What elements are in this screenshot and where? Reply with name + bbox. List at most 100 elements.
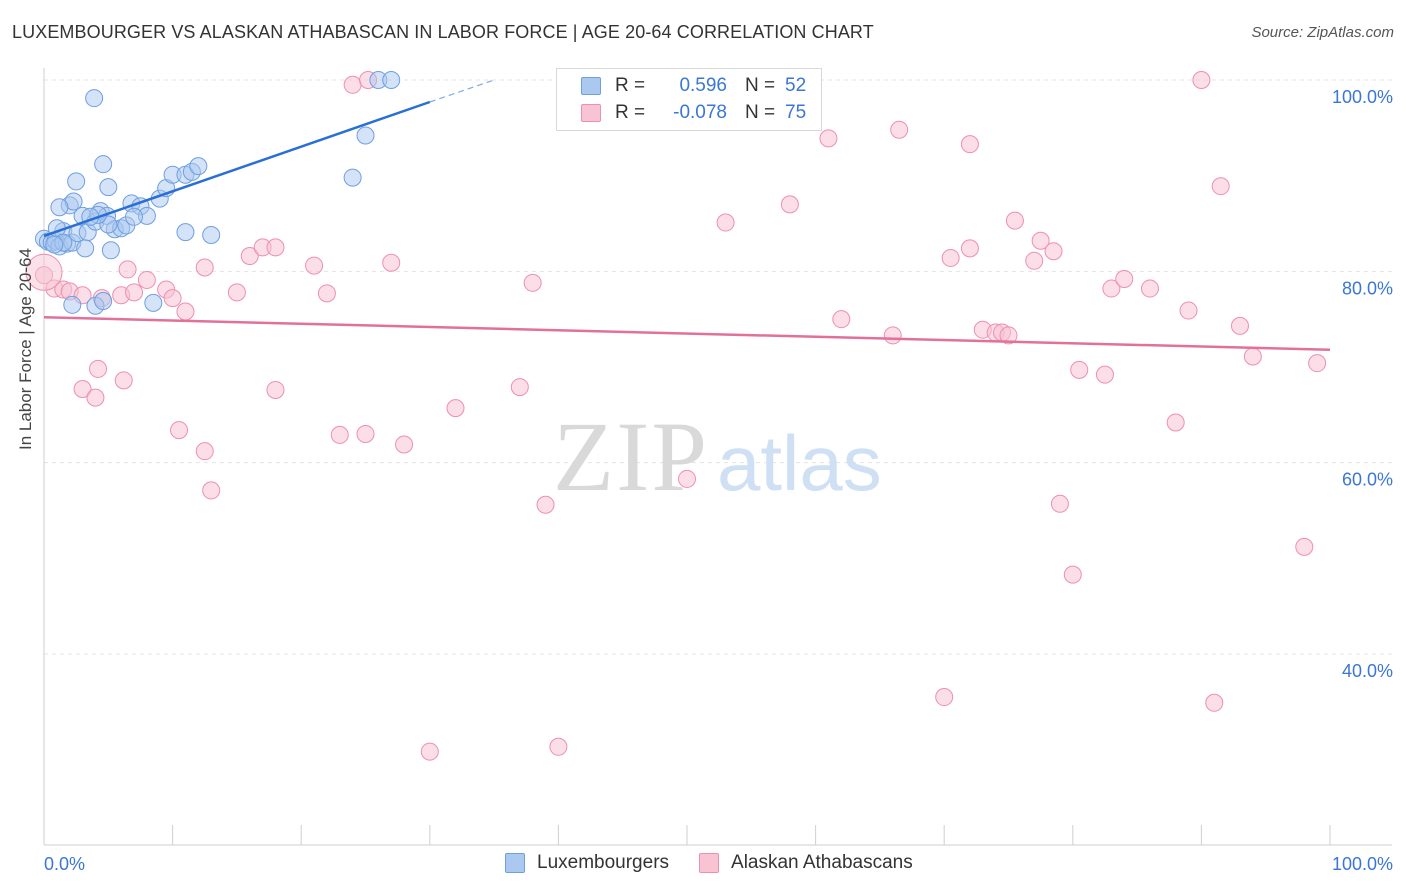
series-label-luxembourgers: Luxembourgers <box>537 852 670 873</box>
athabascan-point <box>890 120 909 139</box>
series-legend: Luxembourgers Alaskan Athabascans <box>505 852 943 874</box>
athabascan-point <box>227 283 246 302</box>
legend-n-value: 75 <box>785 102 807 123</box>
athabascans-trend-line <box>43 316 1331 352</box>
luxembourger-point <box>45 235 64 254</box>
athabascan-point <box>523 273 542 292</box>
athabascan-point <box>1050 494 1069 513</box>
athabascan-point <box>716 213 735 232</box>
series-label-alaskan-athabascans: Alaskan Athabascans <box>731 852 913 873</box>
athabascan-point <box>356 424 375 443</box>
athabascan-point <box>195 442 214 461</box>
legend-r-value: -0.078 <box>673 102 727 123</box>
athabascan-point <box>1025 251 1044 270</box>
legend-row-alaskan-athabascans: R = -0.078 N = 75 <box>581 101 806 125</box>
luxembourger-point <box>125 207 144 226</box>
athabascan-point <box>1140 279 1159 298</box>
luxembourgers-trend-line <box>43 100 431 238</box>
luxembourger-point <box>356 126 375 145</box>
luxembourger-point <box>50 198 69 217</box>
athabascan-point <box>240 247 259 266</box>
legend-n-label: N = <box>745 102 776 123</box>
luxembourger-point <box>144 293 163 312</box>
athabascan-point <box>266 380 285 399</box>
athabascan-point <box>125 283 144 302</box>
athabascan-point <box>1166 413 1185 432</box>
athabascan-point <box>330 425 349 444</box>
chart-title: LUXEMBOURGER VS ALASKAN ATHABASCAN IN LA… <box>12 22 874 42</box>
legend-n-label: N = <box>745 75 776 96</box>
series-legend-luxembourgers[interactable]: Luxembourgers <box>505 852 669 874</box>
series-swatch-pink <box>699 853 720 873</box>
luxembourger-point <box>176 223 195 242</box>
athabascan-point <box>1063 565 1082 584</box>
athabascan-point <box>510 378 529 397</box>
luxembourger-point <box>76 239 95 258</box>
athabascan-point <box>1095 365 1114 384</box>
luxembourger-point <box>189 157 208 176</box>
legend-r-value: 0.596 <box>679 75 727 96</box>
y-tick-label: 60.0% <box>1342 470 1393 490</box>
luxembourgers-points <box>35 71 401 315</box>
watermark-atlas: atlas <box>717 419 882 507</box>
luxembourger-point <box>85 89 104 108</box>
athabascan-point <box>832 310 851 329</box>
athabascan-point <box>305 256 324 275</box>
athabascan-point <box>420 742 439 761</box>
athabascan-point <box>195 258 214 277</box>
athabascan-point <box>1115 269 1134 288</box>
athabascan-point <box>1211 177 1230 196</box>
grid-lines <box>44 79 1392 655</box>
x-tick-label-max: 100.0% <box>1332 854 1393 874</box>
athabascan-point <box>678 469 696 488</box>
luxembourger-point <box>63 295 82 314</box>
legend-r-label: R = <box>615 75 646 96</box>
athabascan-point <box>1205 693 1224 712</box>
luxembourger-point <box>101 241 120 260</box>
series-legend-alaskan-athabascans[interactable]: Alaskan Athabascans <box>699 852 913 874</box>
athabascan-point <box>1102 279 1121 298</box>
tick-labels: 40.0% 60.0% 80.0% 100.0% 0.0% 100.0% <box>44 87 1393 874</box>
athabascan-point <box>176 302 195 321</box>
athabascan-point <box>446 399 465 418</box>
athabascan-point <box>960 135 979 154</box>
legend-r-label: R = <box>615 102 646 123</box>
athabascan-point <box>1230 316 1249 335</box>
athabascan-point <box>1308 354 1327 373</box>
alaskan-athabascans-points <box>25 71 1327 761</box>
athabascan-point <box>317 284 336 303</box>
watermark-zip: ZIP <box>553 401 709 512</box>
x-tick-label-min: 0.0% <box>44 854 85 874</box>
athabascan-point <box>118 260 137 279</box>
legend-swatch-blue <box>581 77 601 95</box>
athabascan-point <box>780 195 799 214</box>
athabascan-point <box>999 326 1018 345</box>
athabascan-point <box>536 495 555 514</box>
series-swatch-blue <box>505 853 525 873</box>
legend-swatch-pink <box>581 104 601 122</box>
correlation-legend: R = 0.596 N = 52 R = -0.078 N = 75 <box>556 68 822 131</box>
athabascan-point <box>1031 231 1050 250</box>
legend-n-value: 52 <box>785 75 807 96</box>
luxembourger-point <box>202 225 221 244</box>
source-credit: Source: ZipAtlas.com <box>1251 24 1394 41</box>
luxembourger-point <box>343 168 362 187</box>
athabascan-point <box>960 239 979 258</box>
athabascan-point <box>114 371 133 390</box>
athabascan-point <box>202 481 221 500</box>
legend-row-luxembourgers: R = 0.596 N = 52 <box>581 74 806 98</box>
y-tick-label: 40.0% <box>1342 661 1393 681</box>
athabascan-point-large <box>25 253 63 291</box>
athabascan-point <box>395 435 414 454</box>
athabascan-point <box>819 129 838 148</box>
luxembourger-point <box>99 178 118 197</box>
luxembourgers-trend-extension <box>429 79 495 103</box>
axes <box>43 68 1392 846</box>
athabascan-point <box>170 421 189 440</box>
trend-lines <box>43 79 1331 352</box>
athabascan-point <box>89 359 108 378</box>
y-tick-label: 80.0% <box>1342 278 1393 298</box>
athabascan-point <box>1005 211 1024 230</box>
athabascan-point <box>1044 242 1063 261</box>
